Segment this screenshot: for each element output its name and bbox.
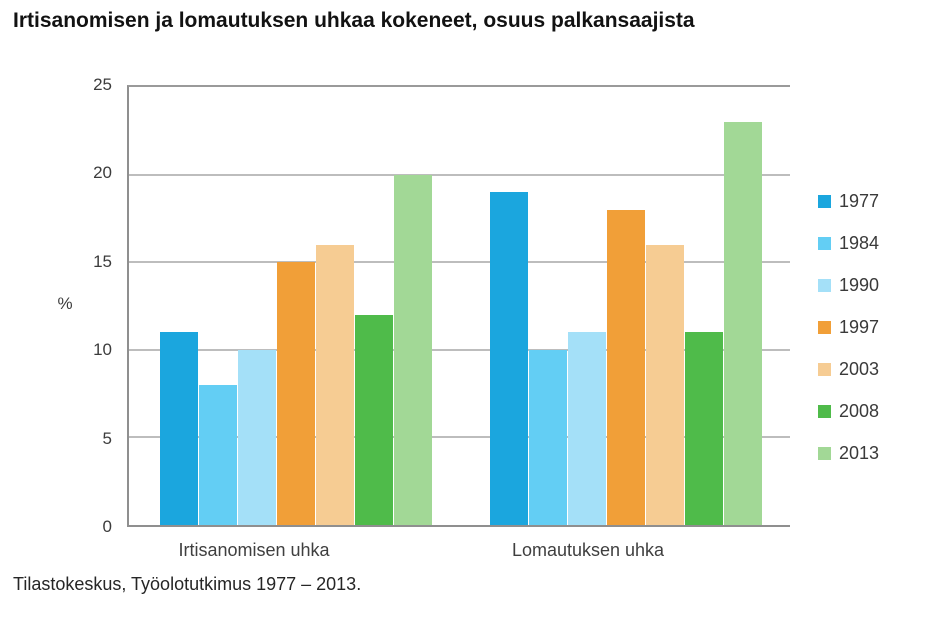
y-axis-tick-10: 10 (93, 340, 112, 360)
legend-label-1997: 1997 (839, 316, 880, 337)
bar-1977-irtisanomisen-uhka (160, 332, 198, 525)
bar-1990-lomautuksen-uhka (568, 332, 606, 525)
legend-swatch-1990 (818, 278, 831, 292)
legend-swatch-1977 (818, 194, 831, 208)
y-axis-tick-5: 5 (102, 428, 112, 448)
y-axis-unit-label: % (57, 294, 73, 313)
bar-2008-lomautuksen-uhka (685, 332, 723, 525)
source-note: Tilastokeskus, Työolotutkimus 1977 – 201… (13, 574, 362, 594)
gridline-15 (129, 261, 790, 264)
bar-1984-irtisanomisen-uhka (199, 384, 237, 525)
y-axis-tick-15: 15 (93, 251, 112, 271)
x-category-label-lomautuksen-uhka: Lomautuksen uhka (511, 540, 665, 560)
gridline-20 (129, 173, 790, 176)
gridline-5 (129, 436, 790, 439)
legend-item-1990: 1990 (818, 275, 879, 295)
legend-label-2013: 2013 (839, 442, 880, 463)
legend-swatch-2008 (818, 404, 831, 418)
gridline-10 (129, 348, 790, 351)
legend-item-1997: 1997 (818, 317, 879, 337)
bar-1977-lomautuksen-uhka (490, 192, 528, 525)
legend-swatch-2003 (818, 362, 831, 376)
legend-label-1990: 1990 (839, 274, 880, 295)
legend: 1977 1984 1990 1997 2003 2008 2013 (818, 191, 879, 485)
x-category-label-irtisanomisen-uhka: Irtisanomisen uhka (178, 540, 330, 560)
legend-item-2013: 2013 (818, 443, 879, 463)
legend-swatch-1984 (818, 236, 831, 250)
y-axis-tick-25: 25 (93, 75, 112, 94)
plot-area (127, 85, 790, 527)
legend-swatch-2013 (818, 446, 831, 460)
bar-2003-lomautuksen-uhka (646, 244, 684, 525)
legend-label-1977: 1977 (839, 190, 880, 211)
bar-group-irtisanomisen-uhka (160, 87, 432, 525)
legend-label-2008: 2008 (839, 400, 880, 421)
bar-1997-irtisanomisen-uhka (277, 262, 315, 525)
legend-item-2003: 2003 (818, 359, 879, 379)
bar-1990-irtisanomisen-uhka (238, 349, 276, 525)
y-axis-tick-20: 20 (93, 163, 112, 183)
bar-group-lomautuksen-uhka (490, 87, 762, 525)
bar-1984-lomautuksen-uhka (529, 349, 567, 525)
legend-swatch-1997 (818, 320, 831, 334)
legend-label-1984: 1984 (839, 232, 880, 253)
legend-item-1984: 1984 (818, 233, 879, 253)
legend-item-2008: 2008 (818, 401, 879, 421)
bar-2013-irtisanomisen-uhka (394, 174, 432, 525)
chart-title: Irtisanomisen ja lomautuksen uhkaa koken… (13, 9, 695, 32)
bar-1997-lomautuksen-uhka (607, 209, 645, 525)
bar-2008-irtisanomisen-uhka (355, 314, 393, 525)
legend-item-1977: 1977 (818, 191, 879, 211)
legend-label-2003: 2003 (839, 358, 880, 379)
y-axis-tick-0: 0 (102, 517, 112, 536)
bar-2013-lomautuksen-uhka (724, 122, 762, 525)
bar-2003-irtisanomisen-uhka (316, 244, 354, 525)
